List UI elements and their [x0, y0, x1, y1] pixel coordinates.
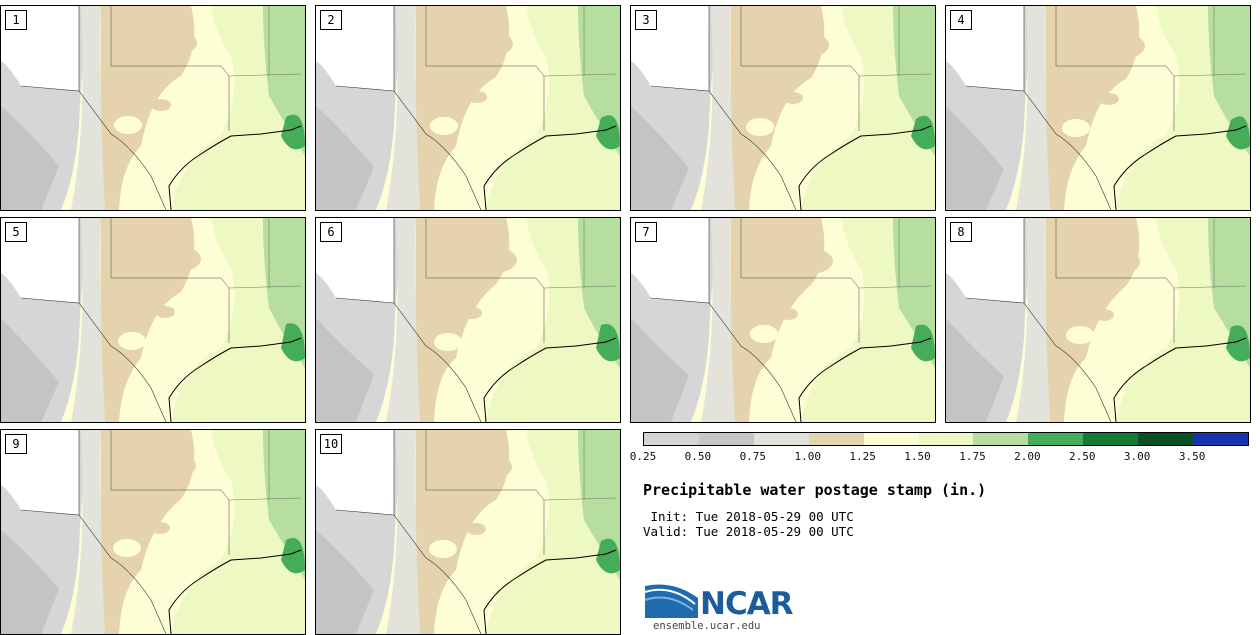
colorbar-tick-label: 0.50 — [684, 450, 712, 463]
colorbar-tick-label: 1.00 — [794, 450, 821, 463]
colorbar-tick-label: 0.75 — [739, 450, 767, 463]
map-panel: 10 — [315, 429, 621, 635]
colorbar-segment — [1138, 433, 1194, 445]
colorbar-segment — [1083, 433, 1139, 445]
panel-number: 9 — [5, 434, 27, 454]
colorbar-tick-label: 1.50 — [904, 450, 931, 463]
map-panel: 2 — [315, 5, 621, 211]
colorbar-segment — [753, 433, 809, 445]
ensemble-url: ensemble.ucar.edu — [653, 620, 761, 632]
ncar-wordmark: NCAR — [700, 586, 794, 622]
colorbar-tick-label: 0.25 — [629, 450, 657, 463]
map-field — [946, 6, 1250, 210]
map-field — [1, 430, 305, 634]
colorbar-tick-label: 2.00 — [1014, 450, 1041, 463]
map-title: Precipitable water postage stamp (in.) — [643, 481, 987, 499]
map-panel: 3 — [630, 5, 936, 211]
panel-number: 2 — [320, 10, 342, 30]
map-field — [631, 218, 935, 422]
map-field — [316, 430, 620, 634]
map-field — [316, 218, 620, 422]
ncar-logo-icon — [644, 584, 698, 618]
map-field — [1, 218, 305, 422]
colorbar-segment — [1028, 433, 1084, 445]
map-field — [1, 6, 305, 210]
map-panel: 9 — [0, 429, 306, 635]
init-time: Init: Tue 2018-05-29 00 UTC — [643, 509, 854, 524]
map-field — [316, 6, 620, 210]
colorbar-tick-label: 1.75 — [959, 450, 986, 463]
map-field — [631, 6, 935, 210]
panel-number: 3 — [635, 10, 657, 30]
colorbar-tick-label: 2.50 — [1069, 450, 1096, 463]
panel-number: 8 — [950, 222, 972, 242]
panel-number: 1 — [5, 10, 27, 30]
colorbar-tick-label: 3.00 — [1123, 450, 1151, 463]
colorbar-segment — [863, 433, 919, 445]
map-field — [946, 218, 1250, 422]
map-panel: 4 — [945, 5, 1251, 211]
panel-number: 5 — [5, 222, 27, 242]
map-panel: 7 — [630, 217, 936, 423]
map-panel: 5 — [0, 217, 306, 423]
colorbar-segment — [644, 433, 699, 445]
map-panel: 6 — [315, 217, 621, 423]
colorbar — [643, 432, 1249, 446]
colorbar-tick-label: 3.50 — [1178, 450, 1206, 463]
map-panel: 8 — [945, 217, 1251, 423]
valid-time: Valid: Tue 2018-05-29 00 UTC — [643, 524, 854, 539]
panel-number: 4 — [950, 10, 972, 30]
panel-number: 7 — [635, 222, 657, 242]
panel-number: 6 — [320, 222, 342, 242]
colorbar-segment — [808, 433, 864, 445]
colorbar-tick-label: 1.25 — [849, 450, 876, 463]
panel-number: 10 — [320, 434, 342, 454]
colorbar-segment — [918, 433, 974, 445]
colorbar-segment — [698, 433, 754, 445]
colorbar-segment — [973, 433, 1029, 445]
map-panel: 1 — [0, 5, 306, 211]
colorbar-segment — [1193, 433, 1248, 445]
